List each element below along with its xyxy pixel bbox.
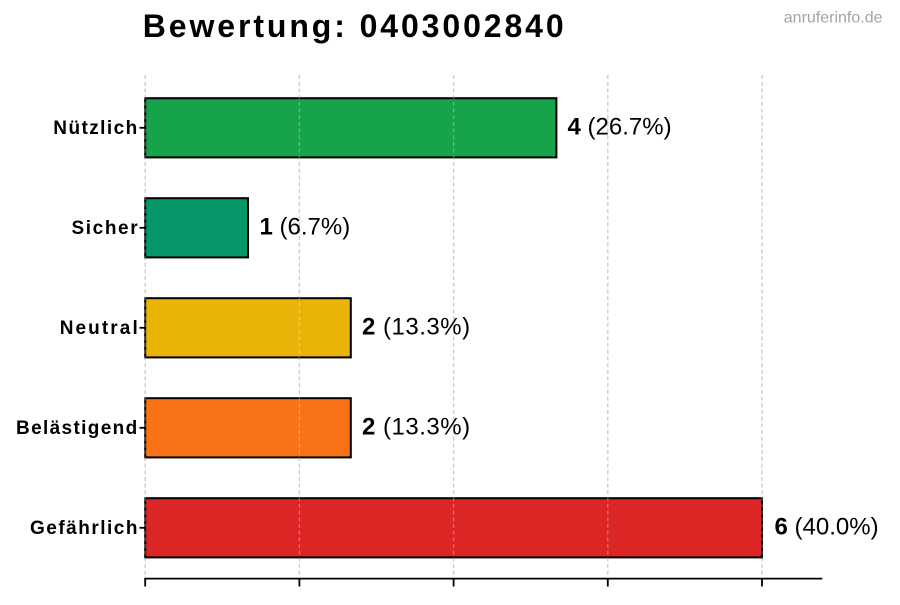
svg-text:4 (26.7%): 4 (26.7%) — [568, 114, 672, 141]
svg-text:2 (13.3%): 2 (13.3%) — [362, 313, 471, 340]
svg-text:1 (6.7%): 1 (6.7%) — [260, 213, 351, 240]
svg-text:Sicher: Sicher — [72, 218, 140, 239]
svg-text:2 (13.3%): 2 (13.3%) — [362, 413, 471, 440]
svg-text:6 (40.0%): 6 (40.0%) — [775, 513, 879, 540]
svg-text:Belästigend: Belästigend — [16, 418, 139, 439]
svg-text:Nützlich: Nützlich — [53, 118, 138, 139]
svg-text:Gefährlich: Gefährlich — [30, 518, 139, 539]
svg-text:anruferinfo.de: anruferinfo.de — [784, 9, 883, 26]
svg-text:Bewertung: 0403002840: Bewertung: 0403002840 — [143, 8, 567, 44]
svg-text:Neutral: Neutral — [60, 318, 140, 339]
